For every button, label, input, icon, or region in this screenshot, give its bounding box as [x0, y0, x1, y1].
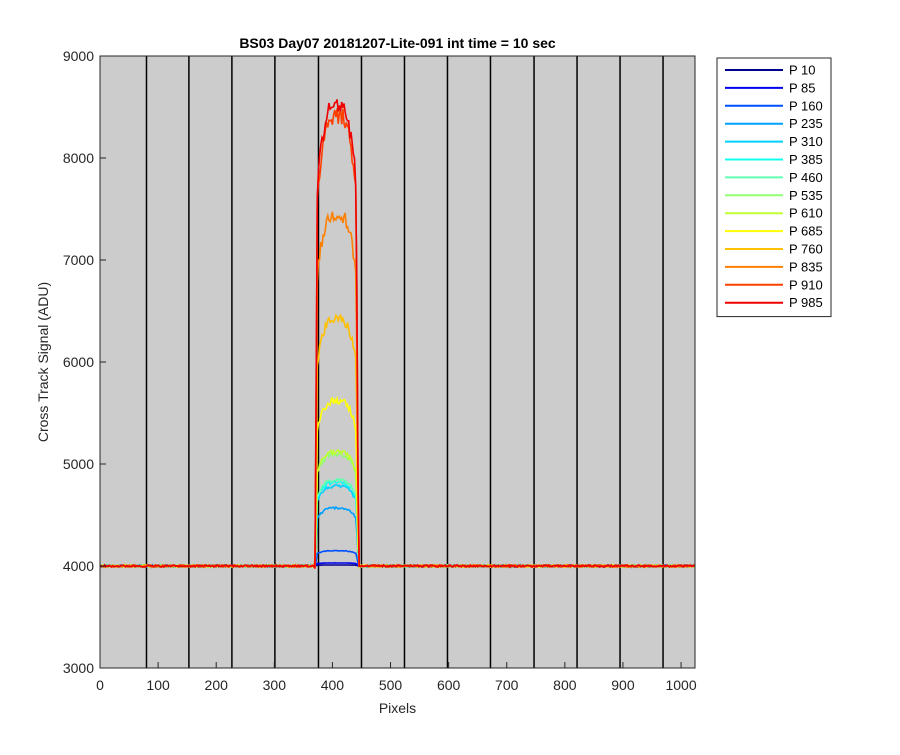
- legend-label: P 310: [789, 134, 823, 149]
- legend-label: P 610: [789, 206, 823, 221]
- legend-label: P 10: [789, 63, 816, 78]
- y-tick-label: 8000: [63, 150, 94, 166]
- legend-label: P 385: [789, 152, 823, 167]
- legend-label: P 760: [789, 242, 823, 257]
- y-tick-label: 5000: [63, 456, 94, 472]
- y-tick-label: 6000: [63, 354, 94, 370]
- legend-label: P 460: [789, 170, 823, 185]
- legend-label: P 985: [789, 295, 823, 310]
- x-axis-label: Pixels: [379, 700, 416, 716]
- x-tick-label: 1000: [665, 677, 696, 693]
- x-tick-label: 900: [611, 677, 635, 693]
- legend-label: P 160: [789, 98, 823, 113]
- y-axis-label: Cross Track Signal (ADU): [35, 282, 51, 442]
- x-tick-label: 200: [205, 677, 229, 693]
- legend-label: P 85: [789, 80, 816, 95]
- x-tick-label: 400: [321, 677, 345, 693]
- x-tick-label: 0: [96, 677, 104, 693]
- legend-label: P 835: [789, 259, 823, 274]
- chart-title: BS03 Day07 20181207-Lite-091 int time = …: [239, 35, 556, 51]
- y-tick-label: 9000: [63, 48, 94, 64]
- legend-label: P 685: [789, 224, 823, 239]
- x-tick-label: 100: [146, 677, 170, 693]
- legend-box: [716, 57, 832, 318]
- legend-label: P 535: [789, 188, 823, 203]
- y-tick-label: 7000: [63, 252, 94, 268]
- x-tick-label: 800: [553, 677, 577, 693]
- y-axis: 3000 4000 5000 6000 7000 8000 9000: [63, 48, 106, 676]
- x-tick-label: 600: [437, 677, 461, 693]
- x-tick-label: 700: [495, 677, 519, 693]
- x-tick-label: 500: [379, 677, 403, 693]
- legend-label: P 235: [789, 116, 823, 131]
- legend-label: P 910: [789, 277, 823, 292]
- series-line: [99, 99, 696, 569]
- series-layer: [99, 99, 696, 570]
- x-axis: 0 100 200 300 400 500 600 700 800 900 1000: [96, 662, 697, 693]
- legend: P 10 P 85 P 160 P 235 P 310 P 385 P 460 P 535 P …: [716, 57, 832, 318]
- y-tick-label: 4000: [63, 558, 94, 574]
- x-tick-label: 300: [263, 677, 287, 693]
- y-tick-label: 3000: [63, 660, 94, 676]
